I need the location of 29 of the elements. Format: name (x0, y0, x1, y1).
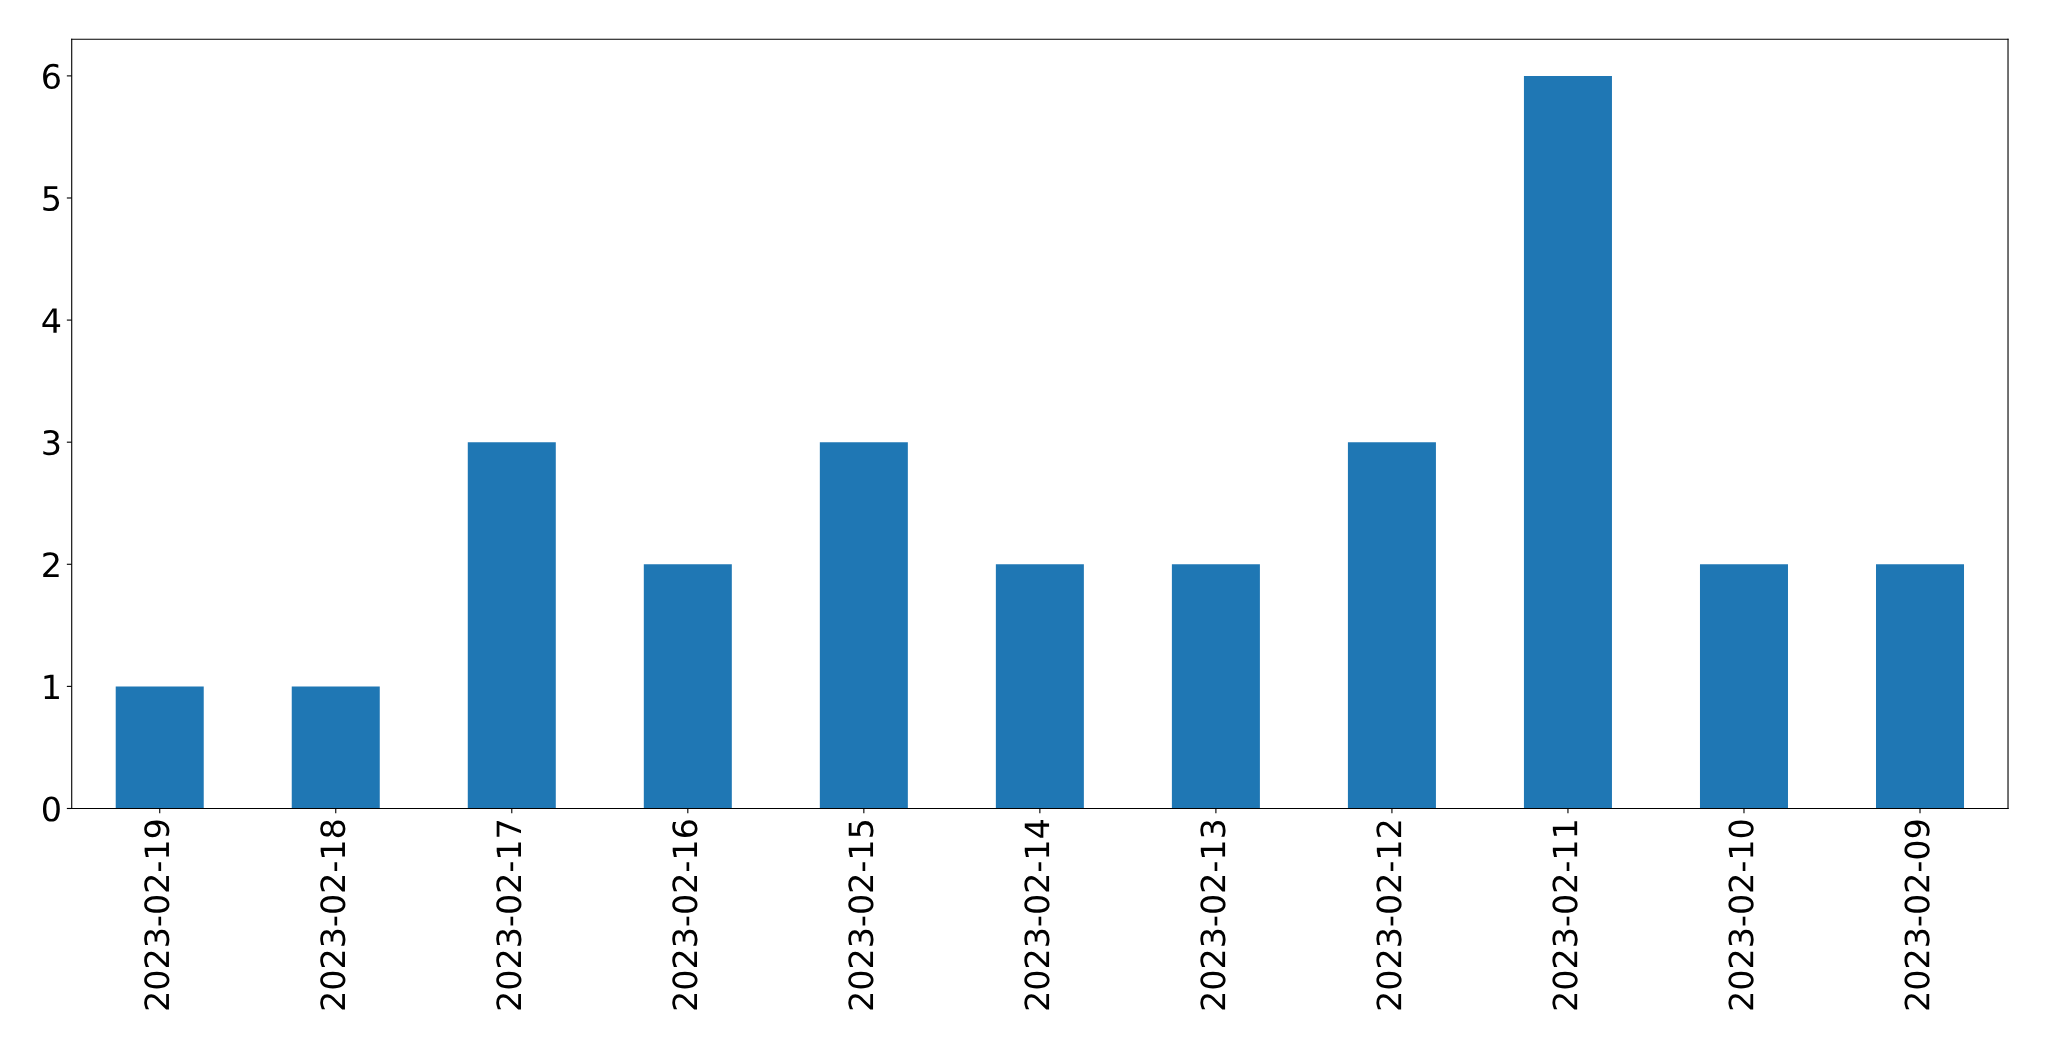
bar (1347, 442, 1436, 809)
x-tick-label: 2023-02-13 (1200, 820, 1226, 1010)
x-tick-label: 2023-02-17 (496, 821, 522, 1010)
y-tick-label: 3 (43, 430, 60, 456)
bar (467, 442, 556, 809)
x-tick-label: 2023-02-19 (144, 820, 170, 1010)
bar (643, 564, 732, 809)
x-tick-label: 2023-02-15 (848, 821, 874, 1010)
bar (1699, 564, 1788, 809)
bar (1523, 75, 1612, 809)
y-tick-label: 0 (42, 796, 60, 822)
bar (291, 686, 380, 809)
bar (1876, 564, 1965, 809)
y-tick-label: 2 (43, 552, 59, 577)
x-tick-label: 2023-02-16 (672, 820, 698, 1010)
x-tick-label: 2023-02-11 (1552, 821, 1578, 1010)
bar (1171, 564, 1260, 809)
y-tick-label: 1 (44, 674, 59, 700)
x-tick-label: 2023-02-12 (1376, 821, 1402, 1010)
x-tick-label: 2023-02-09 (1904, 820, 1930, 1010)
y-tick-label: 4 (42, 308, 61, 333)
y-tick-label: 6 (43, 63, 60, 90)
bar (995, 564, 1084, 809)
y-tick-label: 5 (43, 186, 60, 212)
x-tick-label: 2023-02-14 (1024, 820, 1050, 1010)
bar (115, 686, 204, 809)
bar (819, 442, 908, 809)
x-tick-label: 2023-02-18 (320, 820, 346, 1010)
x-tick-label: 2023-02-10 (1728, 820, 1754, 1010)
